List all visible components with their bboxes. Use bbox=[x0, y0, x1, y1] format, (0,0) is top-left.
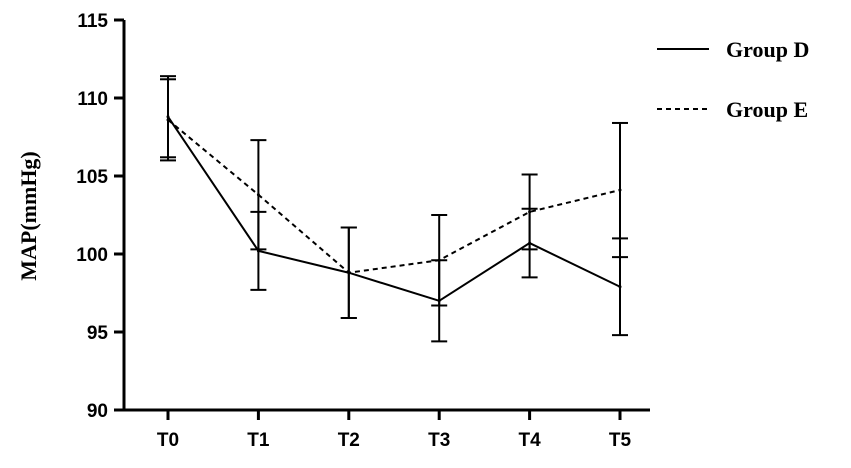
x-tick-label: T1 bbox=[247, 430, 270, 451]
x-tick-label: T4 bbox=[519, 430, 542, 451]
y-axis-label: MAP(mmHg) bbox=[16, 151, 41, 281]
legend-label: Group D bbox=[726, 37, 809, 62]
x-tick-label: T0 bbox=[157, 430, 179, 451]
data-point bbox=[347, 271, 351, 275]
series-layer bbox=[160, 75, 628, 343]
x-axis: T0 T1 T2 T3 T4 T5 bbox=[122, 408, 650, 451]
x-tick-label: T5 bbox=[609, 430, 632, 451]
error-bar bbox=[521, 173, 538, 251]
error-bar bbox=[431, 214, 448, 307]
error-bar bbox=[250, 139, 267, 251]
y-tick-label: 115 bbox=[77, 11, 108, 32]
error-bar bbox=[160, 78, 176, 162]
data-point bbox=[166, 118, 170, 122]
y-tick-label: 95 bbox=[87, 323, 109, 344]
x-tick-label: T3 bbox=[428, 430, 450, 451]
data-point bbox=[618, 188, 622, 192]
data-point bbox=[437, 258, 441, 262]
y-tick-label: 110 bbox=[77, 89, 108, 110]
data-point bbox=[618, 285, 622, 289]
series-line-group-d bbox=[167, 116, 621, 302]
y-tick-label: 105 bbox=[76, 167, 108, 188]
series-line-group-e bbox=[167, 119, 621, 274]
legend: Group D Group E bbox=[657, 37, 809, 122]
data-point bbox=[528, 210, 532, 214]
data-point bbox=[256, 193, 260, 197]
legend-label: Group E bbox=[726, 97, 808, 122]
y-tick-label: 100 bbox=[76, 245, 108, 266]
error-bar bbox=[340, 226, 357, 319]
error-bar bbox=[612, 121, 628, 259]
x-tick-label: T2 bbox=[338, 430, 360, 451]
y-tick-label: 90 bbox=[87, 401, 108, 422]
y-axis: 90 95 100 105 110 115 bbox=[76, 11, 126, 422]
